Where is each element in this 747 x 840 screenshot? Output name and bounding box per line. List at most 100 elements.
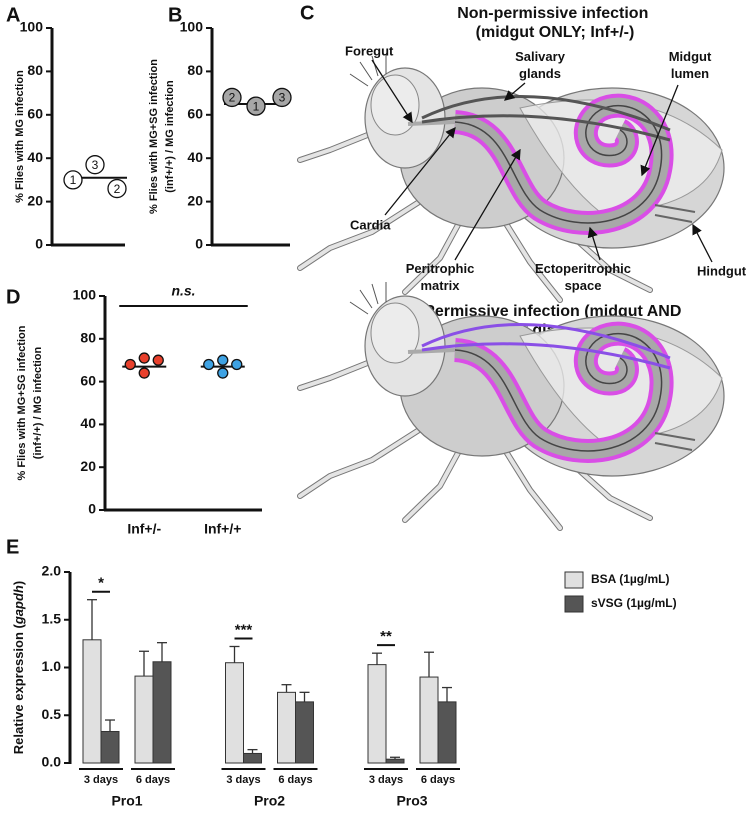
arrow [504,82,526,101]
x-tick-label: 3 days [369,774,403,786]
label: Hindgut [697,263,747,278]
data-point [138,352,150,364]
label: Foregut [345,43,394,58]
label: Peritrophic matrix [406,261,475,293]
y-tick-label: 80 [27,62,43,78]
significance-label: *** [235,621,253,638]
y-tick-label: 1.5 [42,610,62,626]
arrow [371,59,413,124]
label-line: space [565,278,602,293]
y-axis-title-part: ) [11,581,26,585]
panel-label: E [6,536,19,558]
data-point [85,155,105,175]
title-line: (midgut ONLY; Inf+/-) [476,24,635,41]
group-label: Pro2 [254,793,285,809]
y-tick-label: 0.0 [42,754,62,770]
data-point [203,358,215,371]
label-line: Ectoperitrophic [535,261,631,276]
label-line: glands [519,66,561,81]
significance-label: ** [380,628,392,645]
y-tick-label: 40 [27,149,43,165]
label: Cardia [350,217,391,232]
legend-label: sVSG (1µg/mL) [591,596,677,610]
arrow [384,126,456,216]
y-axis-title: % Flies with MG+SG infection [148,59,160,214]
arrow [587,226,601,261]
y-tick-label: 2.0 [42,563,62,579]
bar [100,730,120,764]
panel-c: C Non-permissive infection (midgut ONLY;… [300,2,747,528]
data-point [124,358,136,371]
point-label: 1 [253,99,260,113]
panel-label: A [6,4,20,26]
y-tick-label: 0.5 [42,706,62,722]
y-tick-label: 100 [73,287,97,303]
y-axis-title: % Flies with MG+SG infection [16,325,28,480]
panel-label: D [6,286,20,308]
y-axis-title: Relative expression (gapdh) [11,581,26,754]
data-point [63,170,83,190]
label: Midgut lumen [669,49,712,81]
bar [419,676,439,764]
y-axis-title-part: Relative expression ( [11,623,26,754]
arrow [640,84,679,177]
data-point [217,354,229,366]
y-tick-label: 20 [27,192,43,208]
x-tick-label: 3 days [226,774,260,786]
panel-label: B [168,4,182,26]
y-tick-label: 60 [187,106,203,122]
data-point [246,96,266,116]
label-line: matrix [420,278,460,293]
fly-illustration [300,54,724,300]
label-line: Salivary [515,49,566,64]
x-tick-label: 6 days [136,774,170,786]
x-tick-label: 6 days [421,774,455,786]
point-label: 3 [279,91,286,105]
title-line: Non-permissive infection [457,5,648,22]
significance-label: * [98,575,104,592]
data-point [152,354,164,366]
bar [437,701,457,764]
point-label: 2 [114,182,121,196]
salivary-glands [421,323,671,370]
label-line: Midgut [669,49,712,64]
y-tick-label: 80 [187,62,203,78]
bar [82,639,102,764]
y-axis-title: (inf+/+) / MG infection [164,80,176,193]
y-tick-label: 60 [80,372,96,388]
bar [243,752,262,764]
y-tick-label: 40 [187,149,203,165]
y-tick-label: 100 [180,19,204,35]
bar [385,758,405,764]
data-point [138,367,150,379]
y-tick-label: 100 [20,19,44,35]
bar [225,662,244,764]
y-tick-label: 20 [187,192,203,208]
legend-swatch [564,595,584,613]
y-tick-label: 40 [80,415,96,431]
label: Ectoperitrophic space [535,261,631,293]
legend-swatch [564,571,584,589]
label-line: Peritrophic [406,261,475,276]
data-point [231,358,243,371]
x-tick-label: Inf+/+ [204,521,241,537]
salivary-glands [421,95,671,142]
y-axis-title: (inf+/+) / MG infection [32,347,44,460]
x-tick-label: Inf+/- [127,521,161,537]
label: Salivary glands [515,49,566,81]
bar [152,661,172,764]
bar [277,691,296,764]
y-tick-label: 0 [35,236,43,252]
annotation: n.s. [171,283,195,299]
y-tick-label: 1.0 [42,658,62,674]
group-label: Pro3 [396,793,427,809]
legend-label: BSA (1µg/mL) [591,572,669,586]
y-tick-label: 20 [80,458,96,474]
y-axis-title-part: gapdh [11,585,26,625]
y-tick-label: 0 [88,501,96,517]
arrow [692,223,713,263]
x-tick-label: 3 days [84,774,118,786]
diagram-title: Non-permissive infection (midgut ONLY; I… [457,5,653,41]
label-line: lumen [671,66,709,81]
